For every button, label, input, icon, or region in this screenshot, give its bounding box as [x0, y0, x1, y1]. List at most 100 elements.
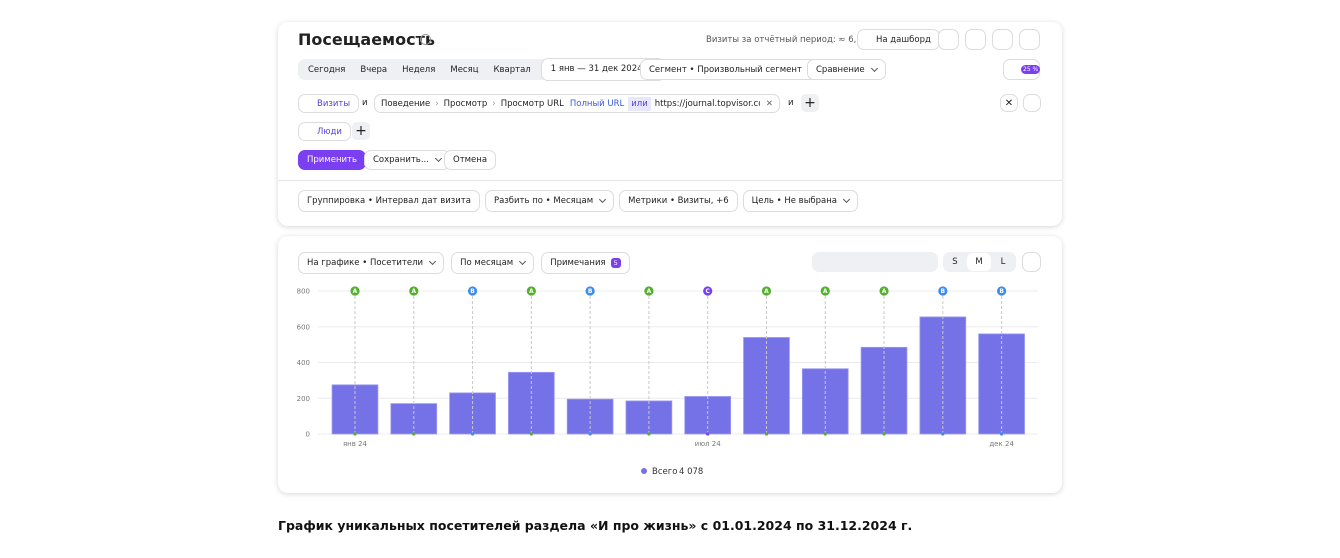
filter-path: Просмотр [443, 98, 488, 109]
period-tab[interactable]: Неделя [402, 64, 436, 75]
annotation-label: A [764, 288, 769, 295]
and-label: и [788, 98, 794, 108]
annotation-label: C [705, 288, 710, 295]
period-tab[interactable]: Сегодня [308, 64, 346, 75]
filter-url: https://journal.topvisor.com/ru/life/* [654, 98, 760, 109]
annotation-marker [879, 286, 889, 296]
segment-label: Сегмент • Произвольный сегмент [649, 64, 802, 75]
x-tick-label: июл 24 [695, 440, 722, 448]
annotation-marker [938, 286, 948, 296]
comparison-label: Сравнение [816, 64, 865, 75]
info-icon[interactable] [420, 34, 431, 45]
y-tick-label: 800 [297, 288, 310, 296]
expand-chart[interactable] [1022, 252, 1041, 272]
chart: 0 200 400 600 800 янв 24 июл 24 дек 24 A A B A B A C A A… [297, 286, 1038, 477]
apply-button[interactable]: Применить [298, 150, 366, 170]
annotation-dot [941, 432, 945, 436]
y-tick-label: 600 [297, 323, 310, 331]
report-option-label: Цель • Не выбрана [751, 196, 838, 206]
annotation-marker [820, 286, 830, 296]
period-tab[interactable]: Квартал [493, 64, 531, 75]
annotation-dot [764, 432, 769, 436]
chart-type-switch[interactable] [812, 252, 938, 272]
people-label: Люди [317, 126, 342, 137]
size-option[interactable]: S [952, 257, 958, 267]
settings-button[interactable]: 25 % [1003, 59, 1041, 80]
annotation-marker [997, 286, 1007, 296]
report-option[interactable]: Цель • Не выбрана [742, 190, 859, 212]
segment-select[interactable]: Сегмент • Произвольный сегмент [640, 59, 823, 80]
report-option[interactable]: Метрики • Визиты, +6 [619, 190, 738, 212]
notes-label: Примечания [550, 258, 606, 268]
size-option[interactable]: M [967, 253, 991, 271]
period-tab[interactable]: Вчера [360, 64, 388, 75]
annotation-marker [409, 286, 419, 296]
annotation-dot [882, 432, 886, 436]
annotation-label: B [588, 288, 593, 295]
legend-total: 4 078 [679, 467, 703, 477]
filter-or: или [628, 96, 651, 111]
period-tabs: Сегодня Вчера Неделя Месяц Квартал 1 янв… [298, 58, 665, 81]
caption: График уникальных посетителей раздела «И… [278, 518, 913, 533]
legend-label: Всего [652, 467, 677, 477]
sampling-badge: 25 % [1021, 65, 1041, 74]
legend-marker [641, 468, 647, 474]
annotation-label: B [999, 288, 1004, 295]
annotation-marker [526, 286, 536, 296]
clear-filters[interactable]: ✕ [1000, 94, 1018, 112]
add-people-filter[interactable]: + [352, 122, 370, 140]
annotation-marker [644, 286, 654, 296]
add-filter[interactable]: + [801, 94, 819, 112]
period-tab[interactable]: Месяц [450, 64, 479, 75]
page-title: Посещаемость [298, 30, 435, 49]
size-option[interactable]: L [1000, 257, 1006, 267]
y-tick-label: 200 [297, 395, 310, 403]
annotation-dot [1000, 432, 1004, 436]
report-option-label: Разбить по • Месяцам [493, 196, 594, 206]
annotation-label: B [470, 288, 475, 295]
chart-card: На графике • Посетители По месяцам Приме… [278, 236, 1062, 493]
notes-count: 5 [610, 258, 621, 268]
history-button[interactable] [965, 29, 986, 50]
annotation-dot [647, 432, 651, 436]
annotation-label: A [353, 288, 358, 295]
visits-summary: Визиты за отчётный период: ≈ 6,3 млн [706, 35, 882, 45]
cancel-label: Отмена [453, 155, 488, 165]
annotation-label: A [411, 288, 416, 295]
metric-select[interactable]: На графике • Посетители [298, 252, 445, 274]
report-option[interactable]: Разбить по • Месяцам [484, 190, 615, 212]
filter-match[interactable]: Полный URL [569, 98, 625, 109]
dashboard-button[interactable]: На дашборд [857, 29, 940, 50]
annotation-label: A [529, 288, 534, 295]
comparison-select[interactable]: Сравнение [807, 59, 886, 80]
annotation-dot [823, 432, 827, 436]
more-button[interactable] [1019, 29, 1040, 50]
and-label: и [362, 98, 368, 108]
report-option-label: Группировка • Интервал дат визита [307, 196, 471, 206]
link-button[interactable] [992, 29, 1013, 50]
apply-label: Применить [307, 155, 357, 165]
bar [860, 346, 908, 435]
collapse-filters[interactable] [1023, 94, 1041, 112]
save-label: Сохранить... [373, 155, 429, 165]
y-tick-label: 0 [306, 431, 310, 439]
filter-condition[interactable]: Поведение › Просмотр › Просмотр URL Полный… [374, 94, 780, 113]
visits-chip[interactable]: Визиты [298, 94, 360, 113]
export-button[interactable] [938, 29, 959, 50]
annotation-marker [585, 286, 595, 296]
annotation-dot [412, 432, 416, 436]
report-option-label: Метрики • Визиты, +6 [628, 196, 729, 206]
filter-remove[interactable]: ✕ [765, 98, 773, 109]
visits-chip-label: Визиты [317, 98, 351, 109]
people-chip[interactable]: Люди [298, 122, 351, 141]
chart-dropdowns: На графике • Посетители По месяцам Приме… [298, 252, 630, 274]
annotation-label: A [647, 288, 652, 295]
save-button[interactable]: Сохранить... [364, 150, 450, 170]
report-option[interactable]: Группировка • Интервал дат визита [298, 190, 480, 212]
notes-button[interactable]: Примечания 5 [541, 252, 630, 274]
grouping-select[interactable]: По месяцам [451, 252, 535, 274]
x-tick-label: дек 24 [989, 440, 1014, 448]
annotation-marker [761, 286, 772, 296]
cancel-button[interactable]: Отмена [444, 150, 497, 170]
